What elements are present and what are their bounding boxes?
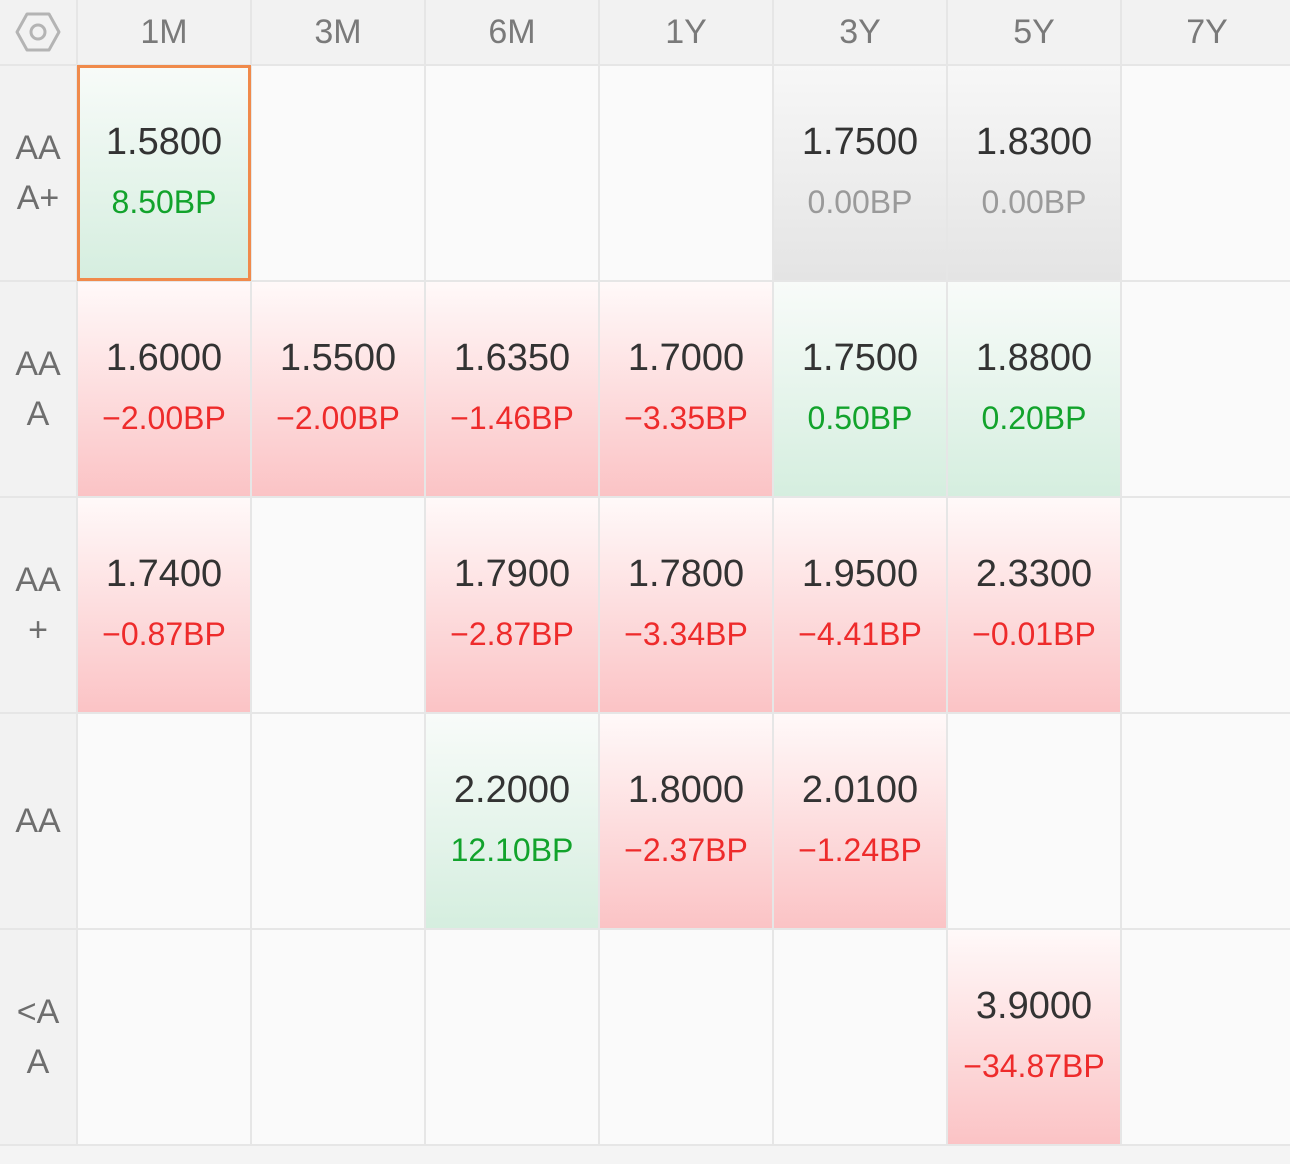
rate-value: 1.7500: [801, 337, 919, 379]
column-header-3y[interactable]: 3Y: [774, 0, 946, 64]
row-header[interactable]: AA +: [0, 498, 76, 712]
rate-change: 8.50BP: [111, 184, 217, 220]
hexagon-settings-icon: [15, 12, 61, 52]
column-header-1y[interactable]: 1Y: [600, 0, 772, 64]
rate-value: 1.5500: [279, 337, 397, 379]
empty-cell[interactable]: [600, 66, 772, 280]
rate-change: 0.00BP: [981, 184, 1087, 220]
rate-value: 1.9500: [801, 553, 919, 595]
empty-cell[interactable]: [774, 930, 946, 1144]
rate-cell[interactable]: 1.5800 8.50BP: [77, 65, 251, 281]
rate-change: 0.50BP: [807, 400, 913, 436]
rate-change: 0.00BP: [807, 184, 913, 220]
rate-value: 2.3300: [975, 553, 1093, 595]
rate-value: 1.7800: [627, 553, 745, 595]
rate-change: −1.24BP: [798, 832, 922, 868]
empty-cell[interactable]: [1122, 714, 1290, 928]
rate-change: 0.20BP: [981, 400, 1087, 436]
rate-change: −0.01BP: [972, 616, 1096, 652]
rate-change: −3.34BP: [624, 616, 748, 652]
rate-value: 2.0100: [801, 769, 919, 811]
rate-value: 1.8300: [975, 121, 1093, 163]
column-header-7y[interactable]: 7Y: [1122, 0, 1290, 64]
rate-cell[interactable]: 1.8800 0.20BP: [948, 282, 1120, 496]
rate-cell[interactable]: 1.8300 0.00BP: [948, 66, 1120, 280]
row-header[interactable]: AA A: [0, 282, 76, 496]
rate-value: 1.8000: [627, 769, 745, 811]
rate-cell[interactable]: 1.7400 −0.87BP: [78, 498, 250, 712]
row-header[interactable]: <A A: [0, 930, 76, 1144]
rate-cell[interactable]: 1.6000 −2.00BP: [78, 282, 250, 496]
rate-cell[interactable]: 1.5500 −2.00BP: [252, 282, 424, 496]
rate-change: −2.37BP: [624, 832, 748, 868]
empty-cell[interactable]: [78, 930, 250, 1144]
empty-cell[interactable]: [1122, 66, 1290, 280]
empty-cell[interactable]: [948, 714, 1120, 928]
rate-change: −4.41BP: [798, 616, 922, 652]
row-header[interactable]: AA A+: [0, 66, 76, 280]
rate-cell[interactable]: 2.3300 −0.01BP: [948, 498, 1120, 712]
column-header-1m[interactable]: 1M: [78, 0, 250, 64]
rate-cell[interactable]: 2.2000 12.10BP: [426, 714, 598, 928]
rate-cell[interactable]: 1.7500 0.00BP: [774, 66, 946, 280]
rate-change: −2.87BP: [450, 616, 574, 652]
rate-change: −3.35BP: [624, 400, 748, 436]
empty-cell[interactable]: [252, 498, 424, 712]
empty-cell[interactable]: [1122, 498, 1290, 712]
corner-settings-button[interactable]: [0, 0, 76, 64]
rate-value: 1.7500: [801, 121, 919, 163]
rate-value: 2.2000: [453, 769, 571, 811]
rate-change: −1.46BP: [450, 400, 574, 436]
rate-change: −0.87BP: [102, 616, 226, 652]
column-header-5y[interactable]: 5Y: [948, 0, 1120, 64]
column-header-3m[interactable]: 3M: [252, 0, 424, 64]
rate-value: 3.9000: [975, 985, 1093, 1027]
empty-cell[interactable]: [426, 930, 598, 1144]
rate-value: 1.6000: [105, 337, 223, 379]
empty-cell[interactable]: [252, 66, 424, 280]
rate-cell[interactable]: 1.7500 0.50BP: [774, 282, 946, 496]
rate-value: 1.6350: [453, 337, 571, 379]
empty-cell[interactable]: [426, 66, 598, 280]
rate-change: −34.87BP: [963, 1048, 1105, 1084]
rate-value: 1.7000: [627, 337, 745, 379]
rate-value: 1.5800: [105, 121, 223, 163]
empty-cell[interactable]: [1122, 282, 1290, 496]
rate-value: 1.8800: [975, 337, 1093, 379]
rate-cell[interactable]: 1.6350 −1.46BP: [426, 282, 598, 496]
empty-cell[interactable]: [78, 714, 250, 928]
rate-value: 1.7900: [453, 553, 571, 595]
column-header-6m[interactable]: 6M: [426, 0, 598, 64]
rate-change: 12.10BP: [450, 832, 574, 868]
empty-cell[interactable]: [252, 930, 424, 1144]
rate-value: 1.7400: [105, 553, 223, 595]
rate-cell[interactable]: 1.9500 −4.41BP: [774, 498, 946, 712]
empty-cell[interactable]: [1122, 930, 1290, 1144]
rate-cell[interactable]: 1.7900 −2.87BP: [426, 498, 598, 712]
rate-cell[interactable]: 1.8000 −2.37BP: [600, 714, 772, 928]
rate-change: −2.00BP: [276, 400, 400, 436]
rate-cell[interactable]: 3.9000 −34.87BP: [948, 930, 1120, 1144]
rate-cell[interactable]: 1.7800 −3.34BP: [600, 498, 772, 712]
rate-cell[interactable]: 1.7000 −3.35BP: [600, 282, 772, 496]
rate-cell[interactable]: 2.0100 −1.24BP: [774, 714, 946, 928]
rate-change: −2.00BP: [102, 400, 226, 436]
row-header[interactable]: AA: [0, 714, 76, 928]
empty-cell[interactable]: [252, 714, 424, 928]
empty-cell[interactable]: [600, 930, 772, 1144]
